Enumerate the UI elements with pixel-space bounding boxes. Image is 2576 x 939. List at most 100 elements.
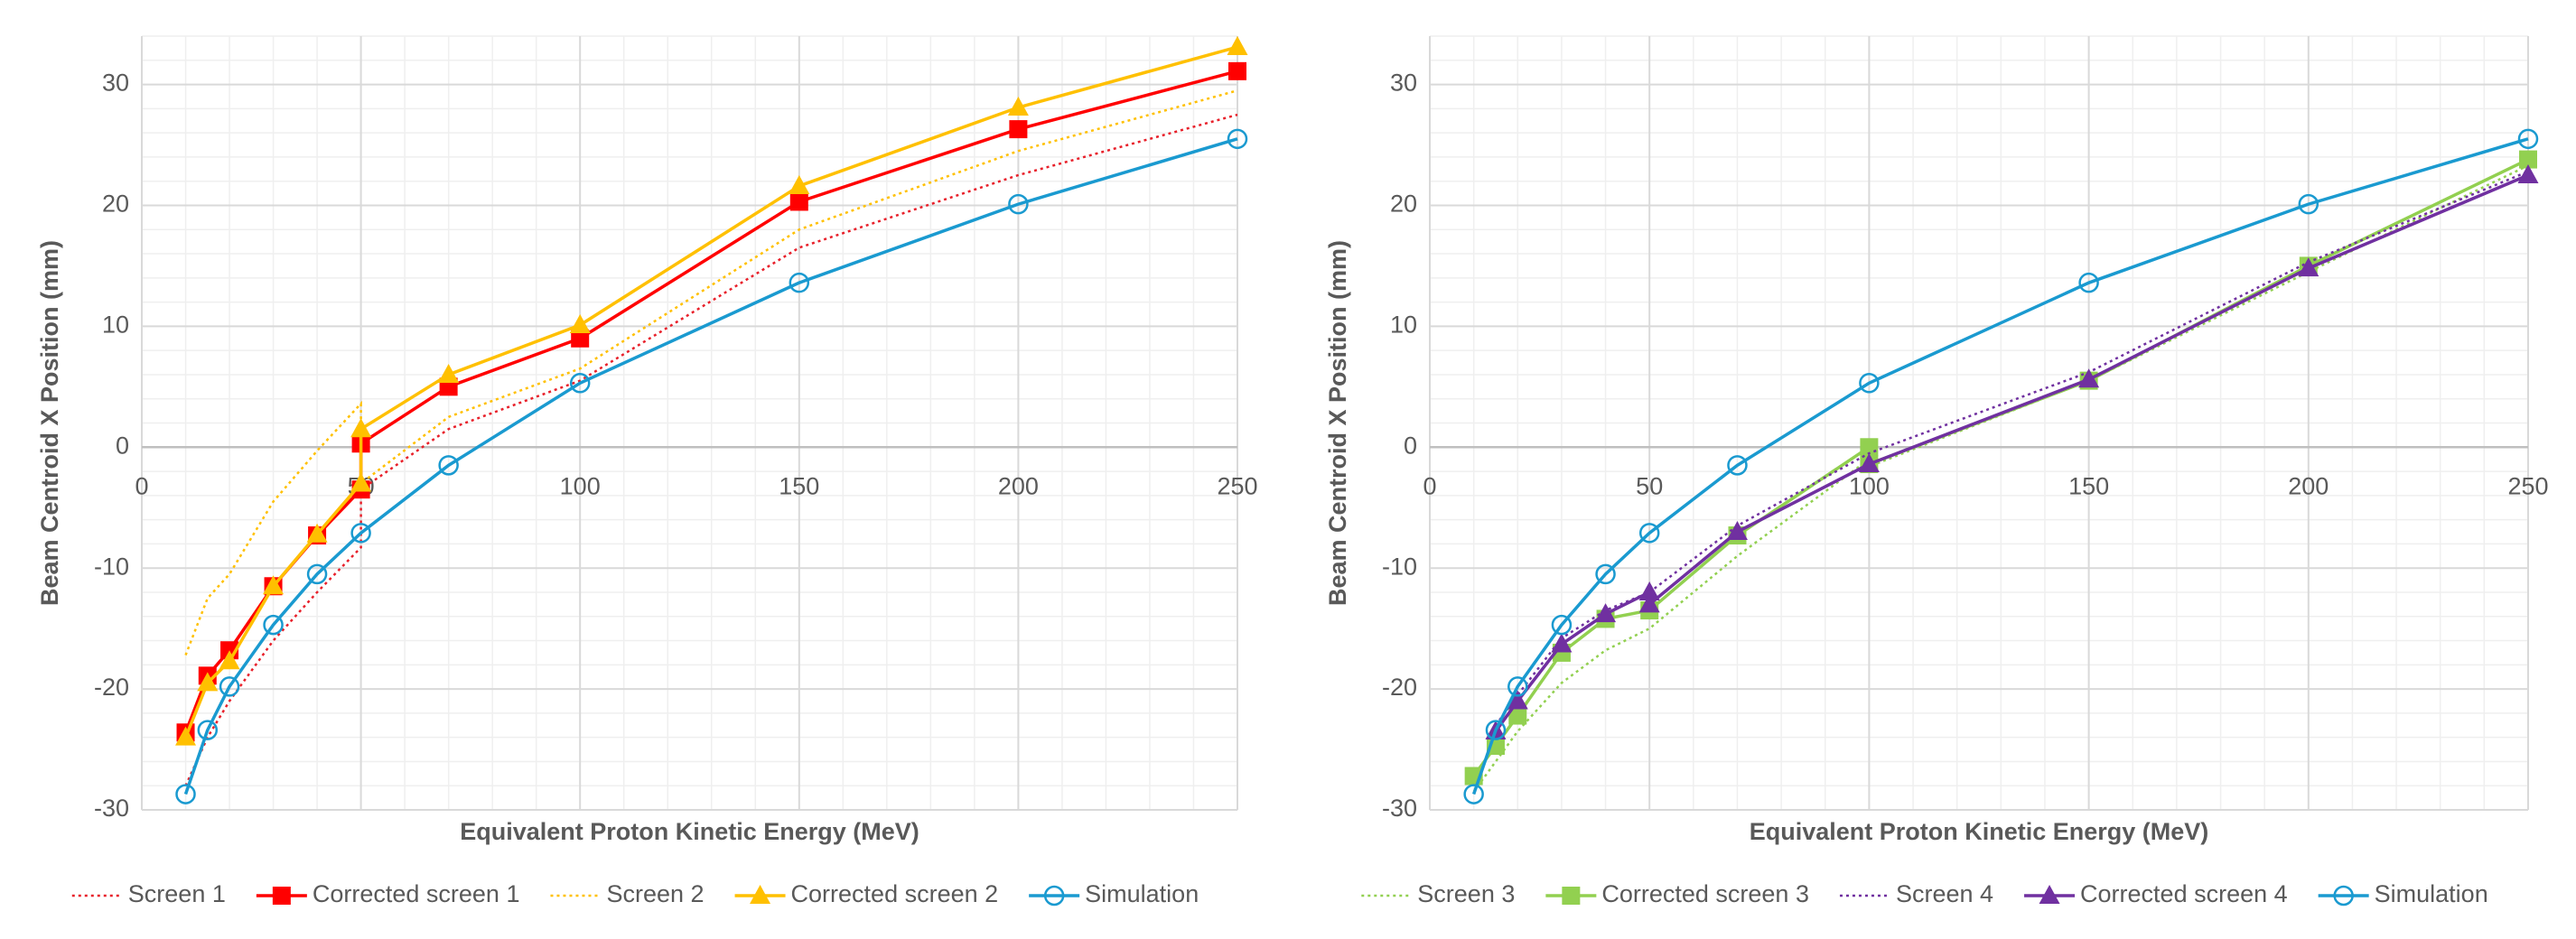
x-tick-label: 200 (2288, 472, 2329, 499)
marker (789, 272, 810, 293)
y-tick-label: 30 (102, 70, 129, 97)
legend-label: Screen 2 (606, 880, 704, 907)
legend-label: Simulation (2375, 880, 2488, 907)
marker (569, 314, 591, 334)
marker (569, 373, 591, 394)
marker (1228, 61, 1246, 80)
legend-label: Screen 1 (128, 880, 226, 907)
marker (263, 614, 284, 636)
marker (1507, 690, 1528, 710)
y-tick-label: 10 (1390, 311, 1417, 339)
marker (350, 418, 372, 438)
marker (1551, 614, 1573, 636)
marker (1595, 563, 1616, 585)
marker (175, 784, 196, 804)
legend: Screen 1 Corrected screen 1 Screen 2 Correc… (71, 880, 1199, 907)
y-tick-label: -10 (94, 553, 129, 580)
legend-label: Screen 3 (1417, 880, 1515, 907)
x-axis-title: Equivalent Proton Kinetic Energy (MeV) (460, 818, 919, 845)
legend-label: Corrected screen 1 (313, 880, 520, 907)
marker (1007, 97, 1029, 116)
marker (1508, 706, 1527, 725)
marker (219, 650, 240, 670)
legend: Screen 3 Corrected screen 3 Screen 4 Correc… (1361, 880, 2488, 907)
y-axis-title: Beam Centroid X Position (mm) (1324, 240, 1351, 606)
x-tick-label: 100 (560, 472, 601, 499)
y-tick-label: -20 (1382, 674, 1417, 701)
legend-label: Screen 4 (1896, 880, 1993, 907)
marker (1507, 676, 1528, 697)
marker (438, 455, 459, 476)
marker (2078, 368, 2100, 388)
marker (1859, 373, 1880, 394)
legend-marker (2333, 885, 2354, 906)
marker (1009, 120, 1028, 139)
marker (306, 563, 328, 585)
x-tick-label: 200 (998, 472, 1039, 499)
x-tick-label: 0 (1423, 472, 1436, 499)
marker (571, 329, 590, 348)
series-line (1471, 137, 2529, 795)
legend-marker (1562, 887, 1581, 905)
marker (1638, 523, 1660, 544)
marker (2078, 272, 2099, 293)
marker (1227, 36, 1248, 56)
x-tick-label: 250 (1217, 472, 1257, 499)
y-tick-label: -10 (1382, 553, 1417, 580)
y-tick-label: -30 (94, 795, 129, 822)
x-axis-title: Equivalent Proton Kinetic Energy (MeV) (1750, 818, 2209, 845)
marker (175, 726, 197, 746)
y-tick-label: -30 (1382, 795, 1417, 822)
y-axis-title: Beam Centroid X Position (mm) (36, 240, 63, 606)
y-tick-label: 0 (1404, 432, 1417, 459)
legend-marker (1043, 885, 1065, 906)
marker (197, 720, 219, 740)
marker (1008, 193, 1029, 215)
x-tick-label: 0 (135, 472, 148, 499)
x-tick-label: 100 (1849, 472, 1890, 499)
series-line (1494, 173, 2529, 732)
y-tick-label: 30 (1390, 70, 1417, 97)
chart: -30-20-100102030050100150200250Equivalen… (36, 35, 1258, 907)
marker (789, 192, 808, 211)
x-tick-label: 250 (2507, 472, 2548, 499)
y-tick-label: 20 (1390, 191, 1417, 218)
y-tick-label: 10 (102, 311, 129, 339)
marker (2517, 128, 2539, 150)
marker (1638, 581, 1660, 600)
marker (1485, 720, 1507, 740)
marker (197, 672, 219, 692)
marker (2519, 150, 2537, 169)
marker (1858, 453, 1880, 473)
marker (1463, 784, 1484, 804)
marker (438, 363, 460, 383)
marker (1726, 521, 1748, 541)
marker (2298, 257, 2319, 277)
legend-label: Corrected screen 2 (791, 880, 999, 907)
y-tick-label: 20 (102, 191, 129, 218)
marker (1551, 633, 1573, 653)
marker (1595, 603, 1617, 623)
marker (1727, 455, 1748, 476)
marker (350, 523, 371, 544)
marker (1638, 593, 1660, 613)
marker (263, 575, 285, 595)
series-line (1494, 170, 2529, 727)
legend-marker (2039, 885, 2060, 904)
y-tick-label: -20 (94, 674, 129, 701)
legend-label: Simulation (1085, 880, 1199, 907)
x-tick-label: 150 (779, 472, 819, 499)
y-tick-label: 0 (116, 432, 129, 459)
marker (306, 523, 328, 543)
legend-label: Corrected screen 4 (2080, 880, 2288, 907)
marker (219, 676, 240, 697)
x-tick-label: 150 (2068, 472, 2109, 499)
marker (789, 175, 810, 195)
marker (2517, 163, 2539, 183)
marker (2298, 193, 2319, 215)
legend-marker (272, 887, 291, 905)
series-line (183, 137, 1238, 795)
marker (1227, 128, 1248, 150)
